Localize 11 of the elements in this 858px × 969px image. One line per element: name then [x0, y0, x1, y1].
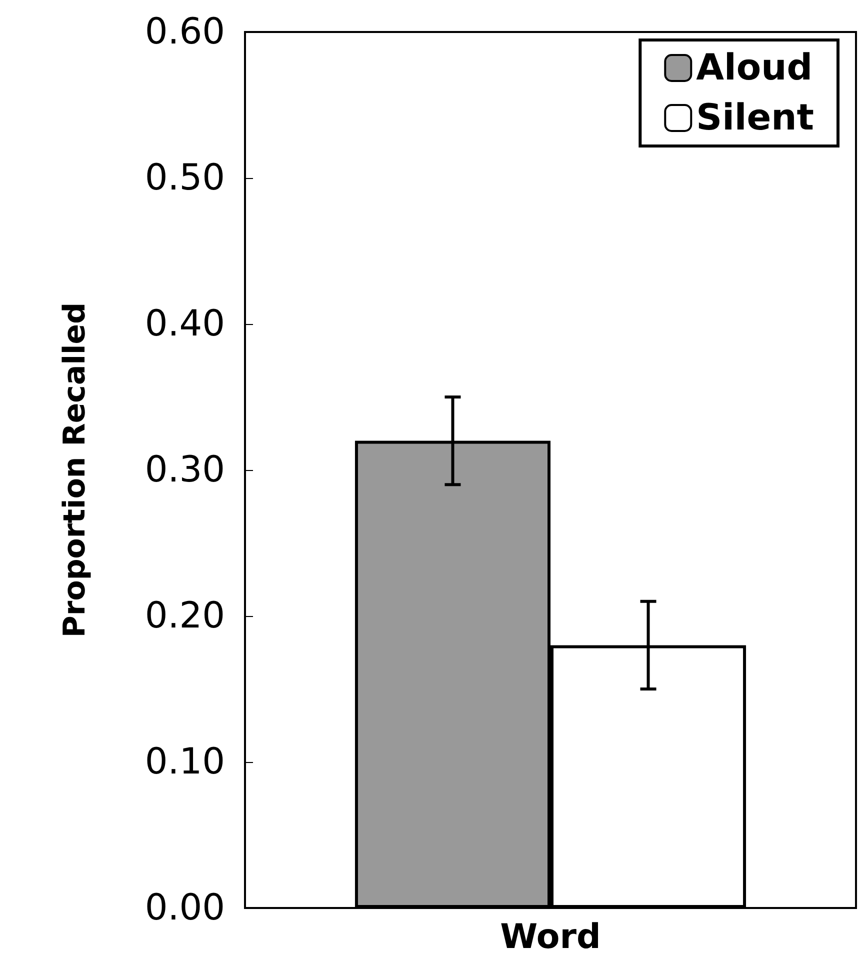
y-tick-label: 0.30: [144, 450, 225, 490]
legend-label: Aloud: [696, 48, 812, 88]
x-tick-label: Word: [500, 917, 601, 957]
y-tick-label: 0.50: [144, 158, 225, 198]
y-tick-label: 0.00: [144, 888, 225, 928]
y-tick-label: 0.40: [144, 304, 225, 344]
legend-label: Silent: [696, 98, 814, 138]
y-tick-label: 0.20: [144, 596, 225, 636]
y-axis-title: Proportion Recalled: [58, 302, 92, 638]
y-tick-label: 0.60: [144, 12, 225, 52]
y-tick-label: 0.10: [144, 742, 225, 782]
